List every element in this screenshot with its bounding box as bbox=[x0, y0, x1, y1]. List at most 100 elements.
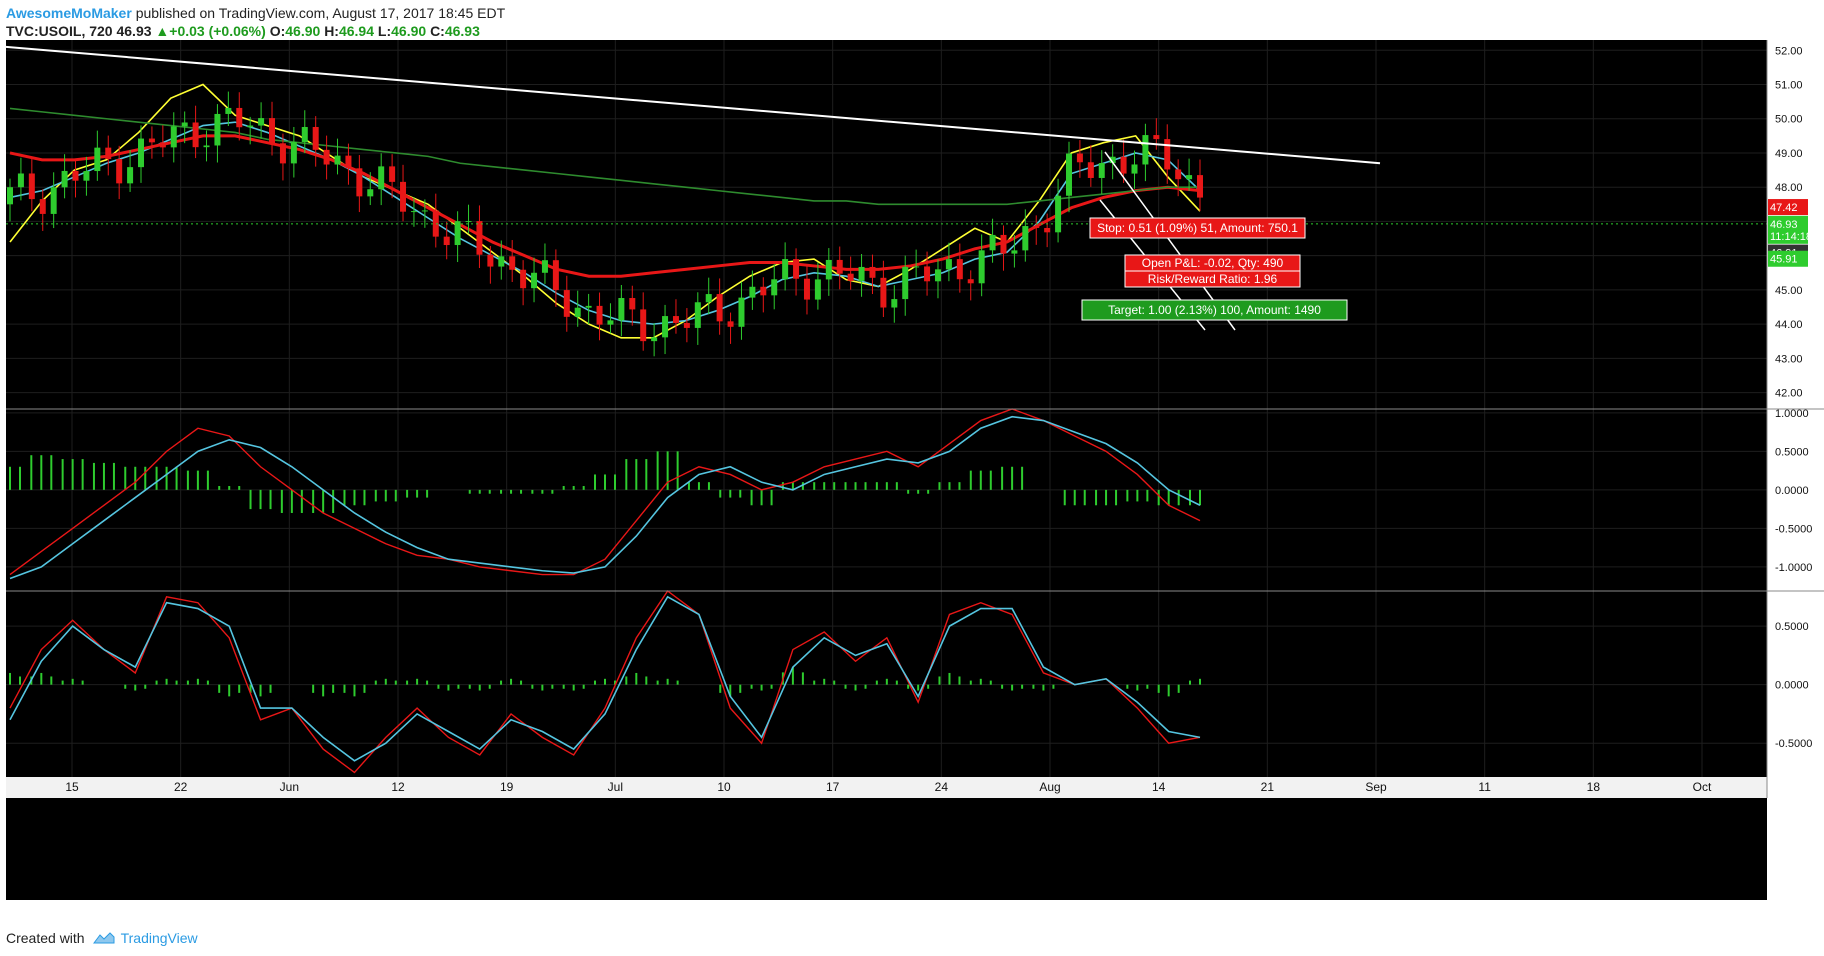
candle-body[interactable] bbox=[476, 221, 483, 255]
candle-body[interactable] bbox=[83, 171, 90, 181]
candle-body[interactable] bbox=[531, 272, 538, 289]
candle-body[interactable] bbox=[1175, 169, 1182, 180]
candle-body[interactable] bbox=[236, 107, 243, 128]
candle-body[interactable] bbox=[378, 166, 385, 190]
candle-body[interactable] bbox=[814, 279, 821, 300]
candle-body[interactable] bbox=[17, 173, 24, 188]
candle-body[interactable] bbox=[39, 199, 46, 214]
candle-body[interactable] bbox=[148, 138, 155, 143]
candle-body[interactable] bbox=[934, 269, 941, 282]
candle-body[interactable] bbox=[760, 286, 767, 296]
candle-body[interactable] bbox=[50, 187, 57, 214]
candle-body[interactable] bbox=[880, 277, 887, 308]
macd-panel[interactable] bbox=[9, 408, 1201, 580]
candle-body[interactable] bbox=[1153, 135, 1160, 140]
candle-body[interactable] bbox=[694, 302, 701, 328]
candle-body[interactable] bbox=[738, 297, 745, 327]
candle-body[interactable] bbox=[913, 266, 920, 268]
candle-body[interactable] bbox=[705, 294, 712, 303]
candle-body[interactable] bbox=[574, 307, 581, 317]
candle-body[interactable] bbox=[1033, 226, 1040, 228]
candle-body[interactable] bbox=[334, 155, 341, 165]
candle-body[interactable] bbox=[290, 142, 297, 164]
candle-body[interactable] bbox=[869, 266, 876, 278]
candle-body[interactable] bbox=[716, 294, 723, 322]
candle-body[interactable] bbox=[989, 234, 996, 251]
candle-body[interactable] bbox=[487, 254, 494, 267]
candle-body[interactable] bbox=[1087, 162, 1094, 178]
candle-body[interactable] bbox=[116, 159, 123, 184]
candle-body[interactable] bbox=[61, 170, 68, 188]
candle-body[interactable] bbox=[672, 316, 679, 323]
candle-body[interactable] bbox=[629, 298, 636, 310]
candle-body[interactable] bbox=[94, 147, 101, 172]
candle-body[interactable] bbox=[1098, 163, 1105, 178]
candle-body[interactable] bbox=[203, 145, 210, 148]
candle-body[interactable] bbox=[1076, 153, 1083, 163]
price-panel[interactable] bbox=[5, 45, 1767, 357]
author-link[interactable]: AwesomeMoMaker bbox=[6, 5, 132, 21]
candle-body[interactable] bbox=[782, 259, 789, 280]
candle-body[interactable] bbox=[400, 181, 407, 212]
candle-body[interactable] bbox=[312, 126, 319, 150]
candle-body[interactable] bbox=[465, 221, 472, 223]
candle-body[interactable] bbox=[225, 107, 232, 114]
candle-body[interactable] bbox=[28, 173, 35, 200]
candle-body[interactable] bbox=[279, 143, 286, 164]
candle-body[interactable] bbox=[389, 166, 396, 182]
candle-body[interactable] bbox=[345, 155, 352, 169]
symbol-label[interactable]: TVC:USOIL, 720 bbox=[6, 23, 113, 39]
trendline[interactable] bbox=[5, 45, 1381, 165]
candle-body[interactable] bbox=[410, 211, 417, 213]
candle-body[interactable] bbox=[924, 266, 931, 282]
candle-body[interactable] bbox=[1142, 135, 1149, 165]
candle-body[interactable] bbox=[432, 210, 439, 237]
candle-body[interactable] bbox=[836, 259, 843, 274]
candle-body[interactable] bbox=[978, 250, 985, 284]
candle-body[interactable] bbox=[607, 320, 614, 325]
candle-body[interactable] bbox=[7, 187, 13, 205]
candle-body[interactable] bbox=[1131, 164, 1138, 174]
candle-body[interactable] bbox=[651, 337, 658, 342]
candle-body[interactable] bbox=[727, 321, 734, 327]
candle-body[interactable] bbox=[301, 126, 308, 143]
candle-body[interactable] bbox=[159, 142, 166, 148]
tradingview-brand-link[interactable]: TradingView bbox=[92, 928, 198, 948]
candle-body[interactable] bbox=[105, 147, 112, 160]
candle-body[interactable] bbox=[749, 286, 756, 298]
candle-body[interactable] bbox=[945, 259, 952, 270]
candle-body[interactable] bbox=[138, 138, 145, 168]
candle-body[interactable] bbox=[356, 168, 363, 197]
candle-body[interactable] bbox=[858, 266, 865, 281]
candle-body[interactable] bbox=[247, 125, 254, 128]
candle-body[interactable] bbox=[269, 118, 276, 144]
candle-body[interactable] bbox=[509, 256, 516, 270]
candle-body[interactable] bbox=[1186, 175, 1193, 180]
candle-body[interactable] bbox=[683, 322, 690, 328]
candle-body[interactable] bbox=[498, 256, 505, 267]
candle-body[interactable] bbox=[421, 210, 428, 212]
candle-body[interactable] bbox=[618, 298, 625, 321]
candle-body[interactable] bbox=[214, 113, 221, 146]
candle-body[interactable] bbox=[323, 149, 330, 165]
candle-body[interactable] bbox=[454, 221, 461, 246]
candle-body[interactable] bbox=[1044, 227, 1051, 233]
candle-body[interactable] bbox=[552, 260, 559, 291]
chart-canvas[interactable]: 15 22 Jun 12 19 Jul 10 17 24 Aug 14 21 Sep 11 18 Oct 52.… bbox=[0, 40, 1824, 920]
oscillator-panel[interactable] bbox=[9, 589, 1201, 774]
candle-body[interactable] bbox=[956, 259, 963, 280]
candle-body[interactable] bbox=[520, 269, 527, 289]
candle-body[interactable] bbox=[1000, 234, 1007, 254]
candle-body[interactable] bbox=[771, 279, 778, 296]
candle-body[interactable] bbox=[967, 279, 974, 284]
candle-body[interactable] bbox=[1197, 175, 1203, 198]
candle-body[interactable] bbox=[443, 236, 450, 246]
candle-body[interactable] bbox=[127, 167, 134, 184]
candle-body[interactable] bbox=[825, 259, 832, 280]
candle-body[interactable] bbox=[596, 305, 603, 325]
candle-body[interactable] bbox=[258, 118, 265, 126]
candle-body[interactable] bbox=[793, 259, 800, 279]
candle-body[interactable] bbox=[367, 189, 374, 197]
candle-body[interactable] bbox=[847, 273, 854, 281]
candle-body[interactable] bbox=[585, 305, 592, 308]
